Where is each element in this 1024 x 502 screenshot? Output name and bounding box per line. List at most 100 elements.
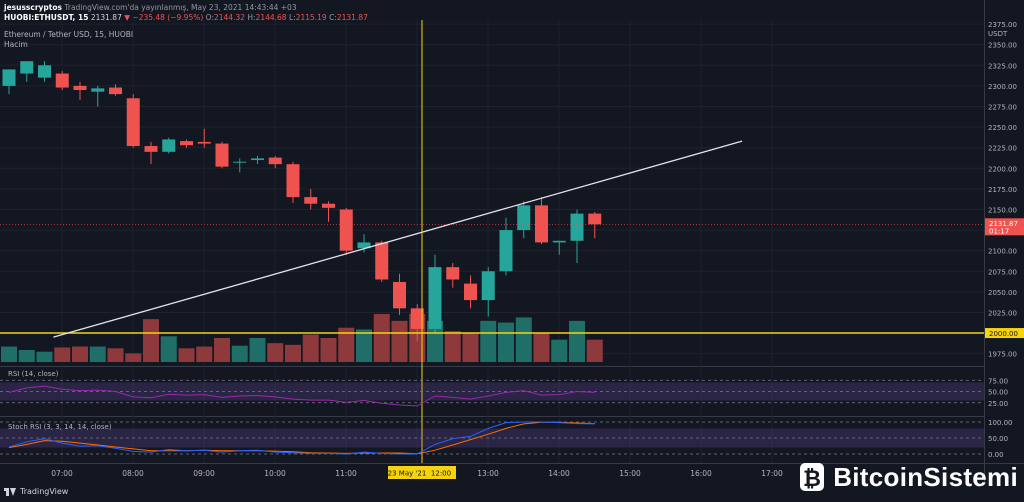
candle-body [588,213,602,225]
x-tick-label: 13:00 [477,469,499,478]
volume-bar [196,346,213,362]
candle-body [322,203,335,208]
volume-bar [89,346,106,362]
x-tick-label: 15:00 [619,469,641,478]
candle-body [233,161,247,163]
y-tick-label: 2275.00 [988,104,1017,112]
candle-body [109,87,122,95]
rsi-tick-label: 25.00 [988,400,1008,408]
candle-body [481,271,495,301]
candle-body [410,308,424,329]
candle-body [55,73,69,88]
volume-bar [498,322,514,362]
y-tick-label: 2050.00 [988,289,1017,297]
y-tick-label: 2300.00 [988,83,1017,91]
candle-body [73,85,87,91]
stoch-tick-label: 0.00 [988,451,1004,459]
volume-bar [178,348,195,362]
volume-bar [444,331,461,362]
x-tick-label: 08:00 [122,469,144,478]
volume-bar [143,319,159,362]
candle-body [180,141,193,146]
last-price-text: 2131.87 [989,220,1018,228]
volume-bar [249,338,266,362]
candle-body [428,267,442,329]
y-tick-label: 2250.00 [988,124,1017,132]
author[interactable]: jesusscryptos [4,3,62,12]
volume-bar [356,329,372,362]
last-price-tag [985,218,1024,236]
stoch-pane: Stoch RSI (3, 3, 14, 14, close) [0,421,984,455]
y-tick-label: 1975.00 [988,351,1017,359]
volume-bar [480,320,497,362]
volume-bar [533,332,550,362]
bitcoin-icon: ₿ [800,463,825,492]
y-tick-label: 2225.00 [988,145,1017,153]
candle-body [393,281,406,309]
y-tick-label: 2375.00 [988,21,1017,29]
volume-bar [1,346,17,362]
candle-body [144,146,158,152]
volume-bar [586,339,603,362]
c-value: 2131.87 [336,13,368,22]
candle-body [197,141,211,144]
x-tick-label: 10:00 [264,469,286,478]
l-value: 2115.19 [295,13,327,22]
x-tick-label: 16:00 [690,469,712,478]
tradingview-label: TradingView [20,487,69,496]
candle-body [464,283,477,301]
candle-body [304,197,318,204]
volume-bar [569,320,585,362]
c-label: C: [329,13,337,22]
candle-body [2,69,16,86]
rsi-pane: RSI (14, close) [0,370,984,407]
y-tick-label: 2075.00 [988,268,1017,276]
pane-title: Ethereum / Tether USD, 15, HUOBI [4,30,134,39]
tradingview-brand[interactable]: TradingView [4,487,68,496]
rsi-tick-label: 75.00 [988,377,1008,385]
change: −235.48 (−9.95%) [132,13,204,22]
o-label: O: [205,13,214,22]
volume-label: Hacim [4,40,28,49]
x-tick-label: 17:00 [761,469,783,478]
volume-bar [54,347,71,362]
candle-body [286,164,300,198]
currency-label: USDT [988,30,1008,38]
x-tick-label: 14:00 [548,469,570,478]
axes: 07:00 08:00 09:00 10:00 11:00 12:00 13:00 14:00… [51,21,1024,479]
candle-body [20,61,34,74]
x-tick-label: 07:00 [51,469,73,478]
stoch-tick-label: 100.00 [988,419,1013,427]
change-arrow: ▼ [124,13,131,22]
y-tick-label: 2150.00 [988,206,1017,214]
stoch-tick-label: 50.00 [988,435,1008,443]
x-tick-label: 11:00 [335,469,357,478]
volume-bar [72,346,88,362]
candle-body [375,242,389,280]
volume-bar [551,339,568,362]
rsi-label: RSI (14, close) [8,370,59,378]
symbol[interactable]: HUOBI:ETHUSDT, 15 [4,13,89,22]
trendline [53,140,743,338]
candle-body [552,240,566,243]
volume-bar [125,353,142,362]
candle-body [339,209,353,251]
candle-body [570,213,584,241]
hline-tag [985,328,1024,339]
candle-body [499,230,513,272]
rsi-line [8,385,595,407]
y-tick-label: 2200.00 [988,165,1017,173]
h-label: H: [247,13,256,22]
countdown-text: 01:17 [989,227,1009,235]
svg-text:₿: ₿ [803,467,821,492]
h-value: 2144.68 [255,13,287,22]
volume-bar [338,327,355,362]
publish-info: jesusscryptos TradingView.com'da yayınla… [4,3,297,12]
y-tick-label: 2100.00 [988,248,1017,256]
hline-tag-text: 2000.00 [989,330,1018,338]
publish-text: TradingView.com'da yayınlanmış, May 23, … [64,3,297,12]
volume-bar [285,344,301,362]
volume-bar [302,334,319,362]
o-value: 2144.32 [213,13,245,22]
